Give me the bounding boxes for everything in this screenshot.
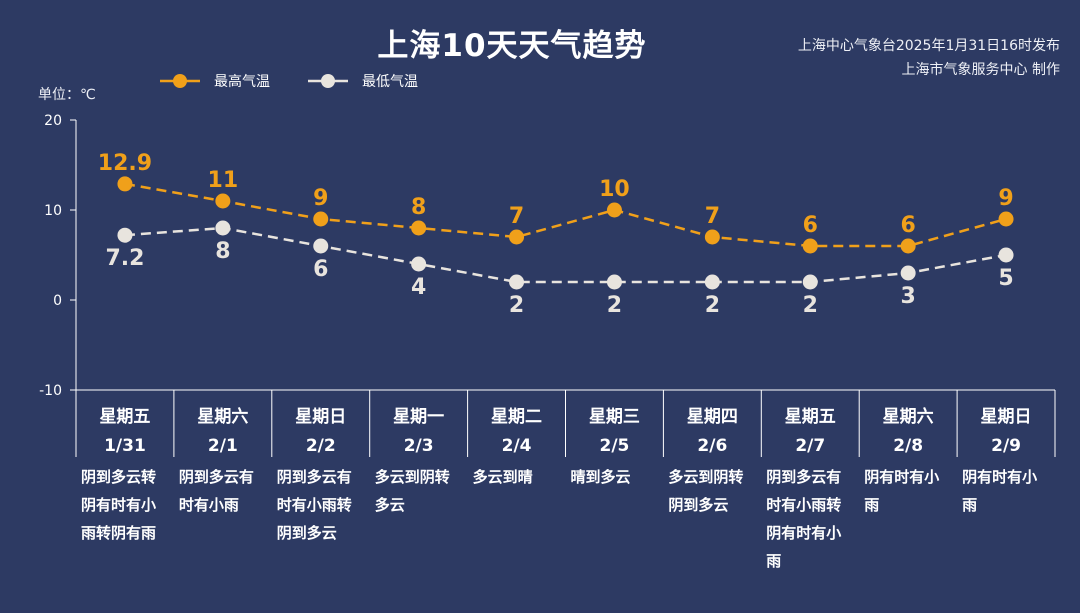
weather-description: 阴到多云有时有小雨 [178,468,254,514]
low-temp-label: 5 [998,266,1013,291]
low-temp-label: 4 [411,275,426,300]
low-temp-point [606,274,622,290]
weekday-label: 星期四 [687,407,738,427]
legend-swatch-high-icon [160,74,200,88]
high-temp-point [411,220,427,236]
high-temp-label: 6 [803,213,818,238]
high-temp-label: 6 [900,213,915,238]
weather-description: 多云到晴 [472,468,533,486]
low-temp-point [900,265,916,281]
legend-item-high: 最高气温 [160,71,270,91]
low-temp-label: 2 [607,293,622,318]
legend-swatch-low-icon [308,74,348,88]
high-temp-label: 7 [509,204,524,229]
weekday-label: 星期二 [491,407,542,427]
low-temp-point [117,227,133,243]
weather-description: 多云到阴转多云 [374,468,450,514]
weekday-label: 星期一 [393,407,444,427]
weather-description: 晴到多云 [570,468,631,486]
date-label: 2/4 [502,436,532,456]
low-temp-label: 2 [803,293,818,318]
date-label: 1/31 [104,436,146,456]
low-temp-label: 3 [900,284,915,309]
high-temp-point [509,229,525,245]
source-line-2: 上海市气象服务中心 制作 [901,62,1060,78]
source-info: 上海中心气象台2025年1月31日16时发布 上海市气象服务中心 制作 [798,34,1060,82]
low-temp-label: 6 [313,257,328,282]
y-tick-label: 20 [44,113,62,129]
low-temp-label: 8 [215,239,230,264]
y-tick-label: 10 [44,203,62,219]
weekday-label: 星期六 [883,406,934,427]
high-temp-label: 10 [599,177,630,202]
high-temp-point [900,238,916,254]
low-temp-point [998,247,1014,263]
high-temp-point [606,202,622,218]
high-temp-label: 9 [998,186,1013,211]
legend-label-low: 最低气温 [362,74,418,90]
high-temp-point [998,211,1014,227]
weather-description: 阴到多云转阴有时有小雨转阴有雨 [81,468,157,542]
legend-item-low: 最低气温 [308,71,418,91]
low-temp-line [124,226,1007,284]
date-label: 2/3 [404,436,434,456]
weather-description: 多云到阴转阴到多云 [668,468,744,514]
high-temp-point [117,176,133,192]
low-temp-point [704,274,720,290]
low-temp-point [411,256,427,272]
low-temp-label: 7.2 [105,246,144,271]
date-label: 2/8 [893,436,923,456]
y-tick-label: -10 [39,383,62,399]
high-temp-label: 12.9 [98,151,152,176]
weekday-label: 星期日 [295,407,346,427]
weather-description: 阴有时有小雨 [864,468,940,514]
high-temp-point [215,193,231,209]
date-label: 2/6 [697,436,727,456]
weekday-label: 星期五 [99,407,150,427]
weather-description: 阴到多云有时有小雨转阴到多云 [276,468,352,542]
weekday-label: 星期三 [589,407,640,427]
low-temp-point [215,220,231,236]
high-temp-label: 9 [313,186,328,211]
weekday-label: 星期五 [785,407,836,427]
chart-title: 上海10天天气趋势 [377,28,647,64]
low-temp-label: 2 [509,293,524,318]
date-label: 2/9 [991,436,1021,456]
low-temp-point [802,274,818,290]
high-temp-point [704,229,720,245]
high-temp-label: 7 [705,204,720,229]
weather-description: 阴有时有小雨 [962,468,1038,514]
y-axis-unit: 单位：℃ [38,87,96,103]
high-temp-point [313,211,329,227]
high-temp-point [802,238,818,254]
weekday-label: 星期日 [981,407,1032,427]
low-temp-label: 2 [705,293,720,318]
high-temp-label: 11 [208,168,239,193]
date-label: 2/2 [306,436,336,456]
low-temp-point [313,238,329,254]
date-label: 2/7 [795,436,825,456]
high-temp-label: 8 [411,195,426,220]
weekday-label: 星期六 [197,406,248,427]
y-tick-label: 0 [53,293,62,309]
legend-label-high: 最高气温 [214,74,270,90]
low-temp-point [509,274,525,290]
source-line-1: 上海中心气象台2025年1月31日16时发布 [797,38,1060,54]
date-label: 2/5 [600,436,630,456]
legend: 最高气温 最低气温 [160,70,456,92]
weather-description: 阴到多云有时有小雨转阴有时有小雨 [766,468,842,570]
high-temp-line [124,182,1007,248]
date-label: 2/1 [208,436,238,456]
